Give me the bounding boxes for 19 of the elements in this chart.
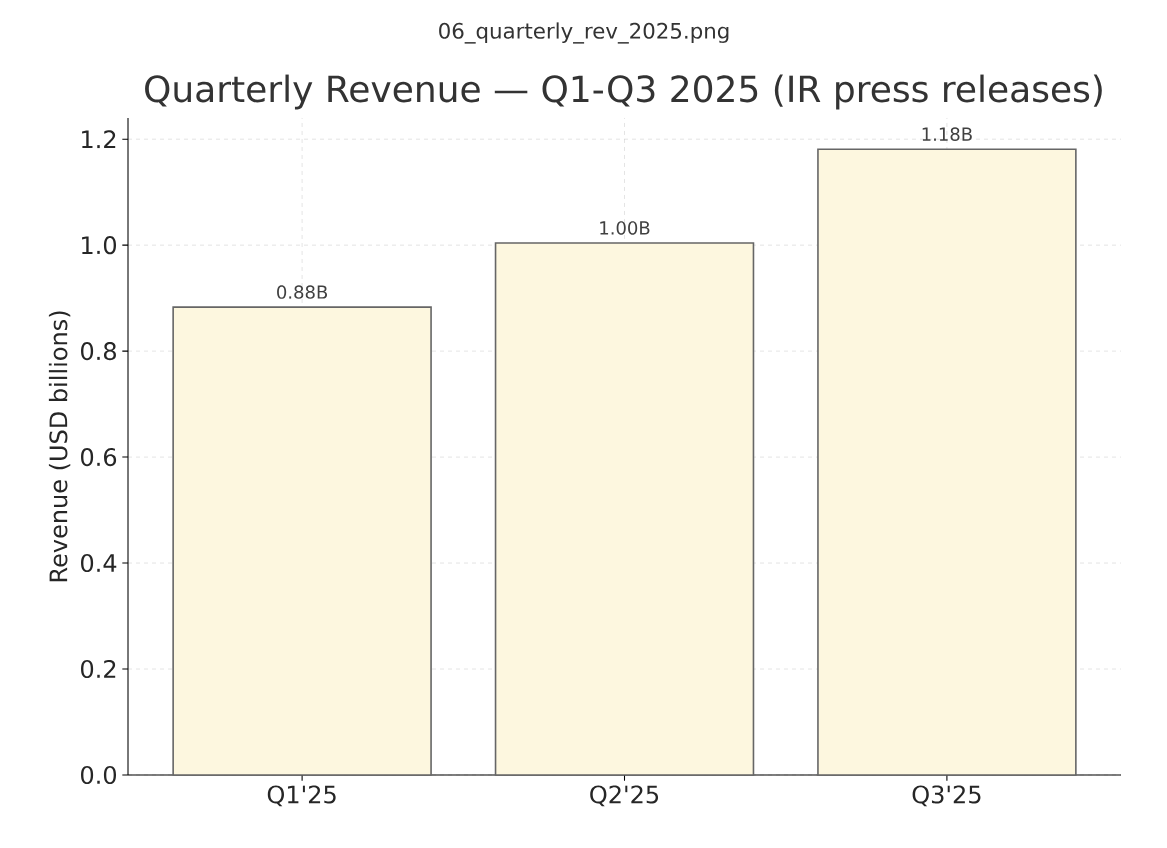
y-tick-label: 1.2: [82, 130, 116, 149]
y-tick-label: 0.2: [81, 659, 116, 679]
data-label: 0.88B: [277, 285, 328, 299]
chart-title: Quarterly Revenue — Q1-Q3 2025 (IR press releases): [145, 74, 1102, 110]
x-tick-label: Q1'25: [267, 785, 336, 807]
data-label: 1.18B: [922, 127, 972, 141]
bar: [172, 306, 432, 776]
y-tick-label: 0.8: [81, 342, 116, 361]
x-tick-label: Q2'25: [590, 785, 659, 807]
bar: [494, 242, 755, 776]
y-tick-label: 0.4: [81, 553, 117, 573]
y-tick-label: 0.0: [81, 765, 117, 785]
y-tick-label: 0.6: [81, 448, 117, 467]
data-label: 1.00B: [600, 221, 650, 235]
x-tick-label: Q3'25: [912, 785, 981, 807]
text: 06_quarterly_rev_2025.png: [439, 22, 729, 44]
y-tick-label: 1.0: [82, 236, 117, 255]
y-axis-title: Revenue (USD billions): [48, 311, 71, 582]
bar: [817, 148, 1077, 776]
